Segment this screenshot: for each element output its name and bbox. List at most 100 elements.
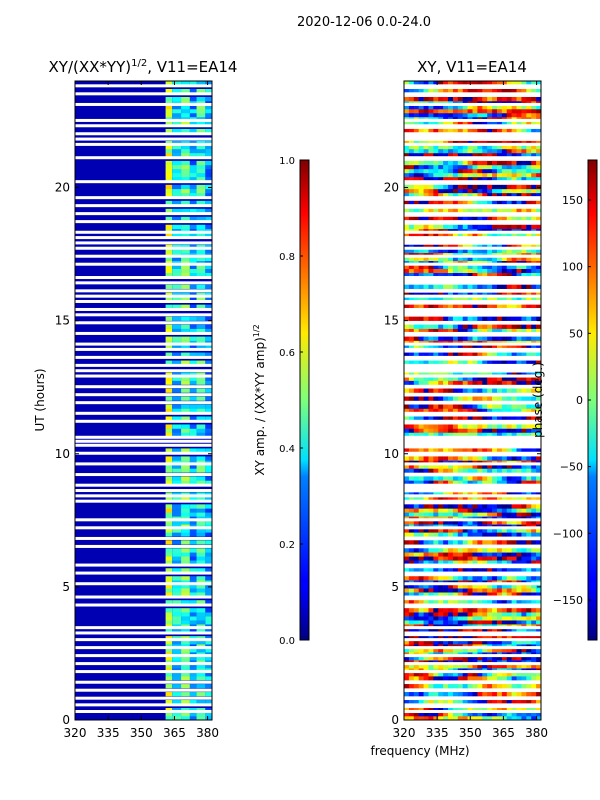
amplitude-cell <box>181 216 190 222</box>
phase-cell <box>408 684 415 689</box>
phase-cell <box>531 404 537 409</box>
amplitude-gap <box>75 518 212 522</box>
amplitude-cell <box>196 248 206 254</box>
phase-cell <box>511 316 517 321</box>
phase-cell <box>526 588 532 593</box>
amplitude-cell <box>165 648 173 653</box>
phase-cell <box>408 448 415 453</box>
phase-cell <box>467 676 473 681</box>
phase-cell <box>487 328 493 333</box>
amplitude-cell <box>172 692 182 697</box>
phase-cell <box>526 464 532 469</box>
phase-cell <box>536 404 542 409</box>
phase-cell <box>521 664 527 669</box>
phase-cell <box>482 396 488 401</box>
amplitude-cell <box>172 168 182 174</box>
phase-cell <box>443 528 449 533</box>
phase-cell <box>496 324 503 329</box>
amplitude-cell <box>172 676 182 681</box>
phase-cell <box>472 316 478 321</box>
phase-cell <box>487 264 493 270</box>
phase-cell <box>511 164 517 170</box>
amplitude-cell <box>205 556 212 561</box>
phase-cell <box>428 648 434 653</box>
phase-cell <box>487 152 493 158</box>
phase-cell <box>531 568 537 573</box>
phase-cell <box>531 520 537 525</box>
phase-cell <box>408 408 415 413</box>
phase-cell <box>433 448 439 453</box>
phase-cell <box>467 324 473 329</box>
phase-cell <box>448 612 454 617</box>
phase-cell <box>496 692 503 697</box>
phase-cell <box>521 616 527 621</box>
phase-cell <box>477 192 483 198</box>
phase-cell <box>413 416 419 421</box>
phase-cell <box>457 148 464 154</box>
phase-cell <box>521 296 527 301</box>
phase-cell <box>423 480 429 485</box>
phase-cell <box>413 556 419 561</box>
amplitude-cell <box>189 508 197 513</box>
phase-cell <box>492 388 498 393</box>
phase-cell <box>418 548 424 553</box>
phase-cell <box>482 216 488 222</box>
phase-cell <box>511 448 517 453</box>
phase-cell <box>467 428 473 433</box>
phase-cell <box>531 88 537 94</box>
phase-cell <box>443 380 449 385</box>
phase-cell <box>457 216 464 222</box>
phase-cell <box>443 560 449 565</box>
amplitude-cell <box>165 148 173 154</box>
phase-cell <box>408 164 415 170</box>
phase-cell <box>482 512 488 517</box>
phase-cell <box>448 152 454 158</box>
amplitude-cell <box>189 520 197 525</box>
phase-cell <box>501 576 508 581</box>
phase-cell <box>448 248 454 254</box>
phase-cell <box>526 216 532 222</box>
phase-cell <box>472 120 478 126</box>
phase-cell <box>418 268 424 273</box>
phase-cell <box>423 656 429 661</box>
phase-cell <box>492 568 498 573</box>
phase-gap <box>404 670 541 674</box>
phase-cell <box>536 360 542 365</box>
phase-cell <box>438 164 444 170</box>
phase-cell <box>408 216 415 222</box>
amplitude-cell <box>165 396 173 401</box>
amplitude-cell <box>205 108 212 114</box>
phase-cell <box>496 676 503 681</box>
phase-cell <box>477 664 483 669</box>
phase-cell <box>418 104 424 110</box>
phase-cell <box>506 336 512 341</box>
phase-cell <box>428 232 434 238</box>
phase-cell <box>404 160 410 166</box>
phase-cell <box>467 512 473 517</box>
phase-cell <box>467 268 473 273</box>
phase-cell <box>413 628 419 633</box>
phase-cell <box>482 96 488 102</box>
amplitude-cell <box>172 672 182 677</box>
phase-cell <box>408 656 415 661</box>
amplitude-cell <box>189 248 197 254</box>
phase-cell <box>492 360 498 365</box>
phase-cell <box>511 640 517 645</box>
phase-cell <box>413 520 419 525</box>
amplitude-cell <box>172 532 182 537</box>
amplitude-cell <box>172 304 182 309</box>
phase-cell <box>428 316 434 321</box>
amplitude-cell <box>181 344 190 349</box>
phase-cell <box>501 376 508 381</box>
phase-cell <box>511 496 517 501</box>
phase-cell <box>423 336 429 341</box>
phase-cell <box>438 104 444 110</box>
phase-cell <box>418 96 424 102</box>
phase-cell <box>457 344 464 349</box>
phase-cell <box>404 96 410 102</box>
phase-cell <box>526 96 532 102</box>
amplitude-cell <box>172 160 182 166</box>
phase-cell <box>501 464 508 469</box>
phase-cell <box>418 416 424 421</box>
phase-cell <box>448 648 454 653</box>
